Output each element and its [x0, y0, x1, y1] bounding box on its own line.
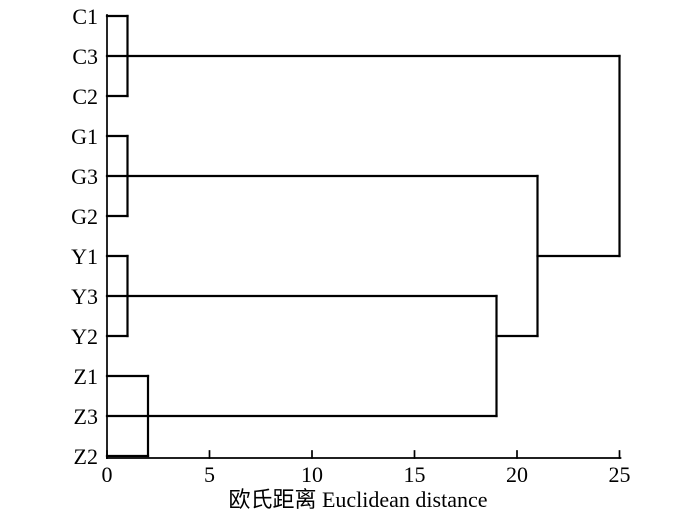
leaf-label-c3: C3: [72, 44, 98, 69]
x-axis-title: 欧氏距离 Euclidean distance: [228, 487, 487, 512]
x-tick-label-15: 15: [404, 462, 426, 487]
leaf-label-z1: Z1: [74, 364, 98, 389]
x-axis: [106, 14, 622, 459]
leaf-label-g2: G2: [71, 204, 98, 229]
leaf-label-g1: G1: [71, 124, 98, 149]
x-tick-label-5: 5: [204, 462, 215, 487]
x-tick-label-25: 25: [609, 462, 631, 487]
leaf-label-z3: Z3: [74, 404, 98, 429]
x-tick-label-20: 20: [506, 462, 528, 487]
leaf-label-y1: Y1: [71, 244, 98, 269]
leaf-label-c2: C2: [72, 84, 98, 109]
leaf-label-y2: Y2: [71, 324, 98, 349]
x-tick-label-10: 10: [301, 462, 323, 487]
x-tick-label-0: 0: [102, 462, 113, 487]
leaf-label-g3: G3: [71, 164, 98, 189]
x-tick-labels: 0 5 10 15 20 25: [102, 462, 631, 487]
leaf-label-c1: C1: [72, 4, 98, 29]
dendrogram-tree-lines: [105, 14, 621, 458]
leaf-labels: C1 C3 C2 G1 G3 G2 Y1 Y3 Y2 Z1 Z3 Z2: [71, 4, 98, 469]
leaf-label-y3: Y3: [71, 284, 98, 309]
leaf-label-z2: Z2: [74, 444, 98, 469]
